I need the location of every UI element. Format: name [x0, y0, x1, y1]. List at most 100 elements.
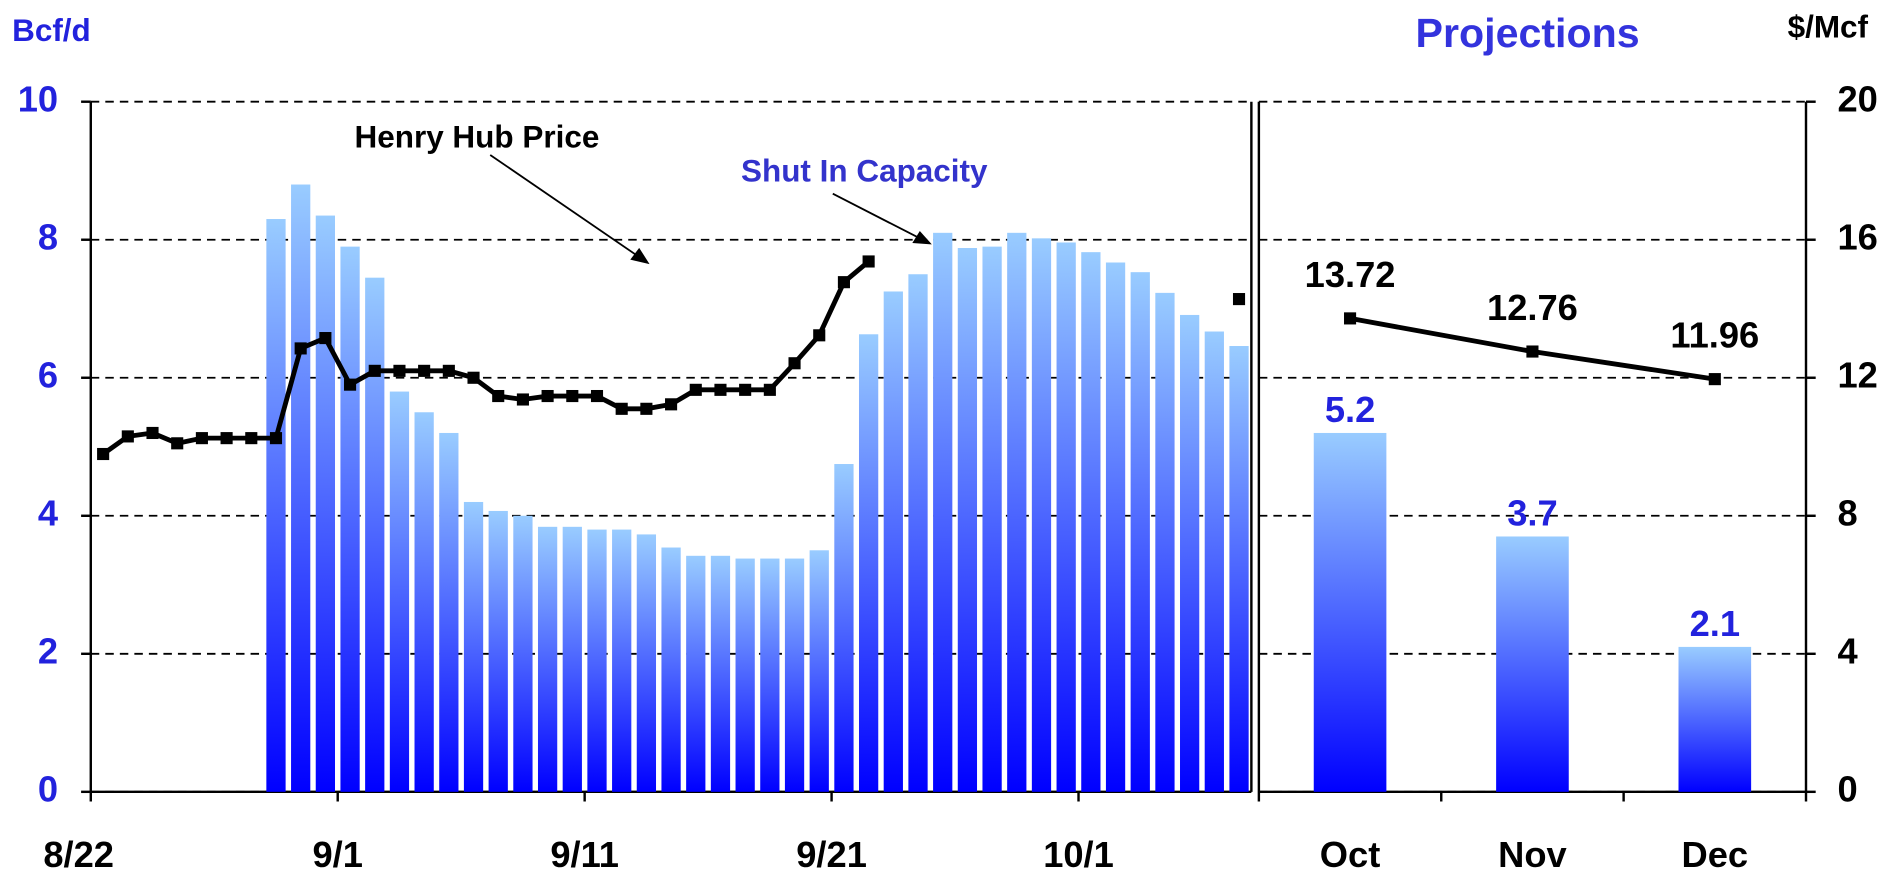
bar — [1081, 252, 1101, 792]
line-marker — [1344, 312, 1357, 325]
line-marker — [566, 389, 579, 403]
line-marker — [862, 255, 875, 268]
data-label: 13.72 — [1305, 254, 1396, 295]
annotation-arrows — [489, 154, 932, 265]
y2-tick-label: 8 — [1837, 492, 1857, 533]
capacity-annotation: Shut In Capacity — [741, 153, 988, 188]
y-tick-label: 10 — [18, 78, 58, 119]
bar — [809, 550, 829, 792]
bar — [1180, 314, 1200, 792]
bar — [1313, 432, 1387, 792]
y2-tick-label: 16 — [1837, 216, 1877, 257]
arrow — [489, 154, 649, 264]
x-tick-label: Nov — [1498, 834, 1567, 875]
line-marker — [195, 432, 208, 445]
bar — [414, 412, 434, 792]
line-marker — [492, 389, 505, 403]
line-marker — [97, 447, 110, 461]
bar — [784, 558, 805, 792]
line-marker — [739, 383, 752, 396]
bar — [636, 534, 657, 792]
x-tick-label: Oct — [1320, 834, 1381, 875]
bar — [686, 555, 706, 792]
price-annotation: Henry Hub Price — [355, 120, 600, 155]
line-marker — [615, 402, 628, 415]
bar — [537, 526, 558, 792]
line-marker — [665, 398, 678, 411]
y-tick-label: 4 — [38, 492, 58, 533]
line-marker — [319, 332, 332, 345]
line-marker — [467, 371, 480, 384]
line-marker — [220, 432, 233, 445]
line-marker — [171, 437, 184, 450]
bar — [612, 529, 632, 792]
bar — [858, 334, 879, 792]
x-tick-label: 9/21 — [796, 834, 867, 875]
bar — [587, 529, 607, 792]
line-marker — [442, 364, 455, 377]
line-marker — [1526, 345, 1539, 358]
line-marker — [269, 432, 283, 445]
data-label: 12.76 — [1487, 287, 1578, 328]
line-marker — [368, 364, 381, 377]
x-tick-label: 10/1 — [1043, 834, 1114, 875]
bar — [760, 558, 780, 792]
data-label: 5.2 — [1325, 389, 1375, 430]
line-marker — [640, 402, 653, 415]
line-marker — [393, 364, 406, 377]
bar — [340, 246, 360, 792]
bar — [883, 291, 903, 792]
arrow — [832, 192, 931, 245]
bar — [488, 510, 508, 792]
x-tick-label: 9/11 — [550, 834, 619, 875]
arrow-head — [630, 247, 650, 265]
bar — [562, 526, 582, 792]
data-label: 3.7 — [1507, 492, 1557, 533]
bar — [315, 215, 336, 792]
y2-tick-label: 4 — [1837, 630, 1857, 671]
line-marker — [1708, 373, 1721, 386]
data-label: 11.96 — [1670, 315, 1759, 356]
line-marker — [837, 276, 850, 289]
x-tick-label: 8/22 — [43, 834, 114, 875]
y2-tick-label: 12 — [1837, 354, 1877, 395]
y-axis-label: Bcf/d — [12, 13, 91, 48]
y-tick-label: 6 — [38, 354, 58, 395]
bar — [1496, 536, 1569, 792]
projections-title: Projections — [1416, 10, 1640, 56]
bar — [1155, 292, 1175, 792]
line-marker — [516, 393, 529, 406]
bar — [1204, 331, 1224, 792]
line-marker — [788, 357, 801, 370]
plot: 0 2 4 6 8 10 0 4 8 12 16 20 8/22 9/1 9/11 9/21 10/1 Oct No… — [18, 78, 1878, 875]
y-tick-label: 8 — [38, 216, 58, 257]
x-tick-label: Dec — [1682, 834, 1749, 875]
y2-axis-label: $/Mcf — [1788, 9, 1869, 44]
data-label: 2.1 — [1690, 603, 1740, 644]
y-tick-label: 2 — [38, 630, 58, 671]
bar — [735, 558, 755, 792]
bar — [266, 219, 286, 792]
bar — [1678, 646, 1752, 792]
bar — [1056, 242, 1076, 792]
line-marker — [541, 389, 554, 403]
line-marker — [590, 389, 604, 403]
line-marker — [245, 432, 258, 445]
bar — [933, 232, 953, 792]
line-marker — [146, 426, 159, 440]
bar — [908, 274, 928, 792]
arrow-head — [912, 230, 932, 245]
bar — [710, 555, 731, 792]
y-tick-label: 0 — [38, 768, 58, 809]
bar — [834, 464, 854, 792]
y2-tick-label: 0 — [1837, 768, 1857, 809]
bar — [389, 391, 410, 792]
line-marker — [121, 430, 134, 443]
bar — [982, 246, 1002, 792]
bar — [1105, 262, 1126, 792]
bar — [513, 515, 533, 792]
bar — [661, 547, 681, 792]
bar — [439, 432, 459, 792]
bar — [1007, 232, 1027, 792]
